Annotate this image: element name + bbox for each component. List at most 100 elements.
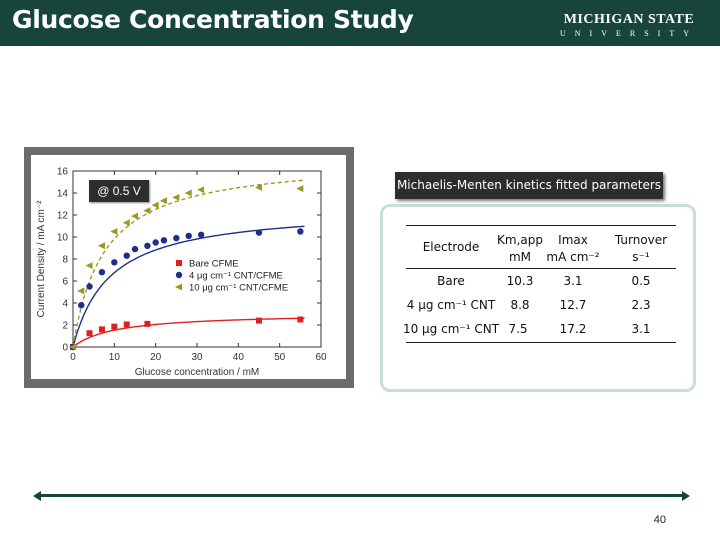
data-point-s0 — [98, 326, 105, 333]
row-cnt4-km: 8.8 — [510, 298, 530, 312]
data-point-s2 — [122, 219, 130, 227]
data-point-s1 — [123, 252, 130, 259]
x-tick-label: 10 — [109, 352, 121, 363]
x-tick-label: 60 — [315, 352, 327, 363]
y-tick-label: 14 — [57, 189, 69, 200]
y-tick-label: 12 — [57, 211, 69, 222]
data-point-s0 — [256, 317, 262, 324]
table-top-rule — [406, 225, 676, 226]
row-cnt10-km: 7.5 — [508, 322, 528, 336]
data-point-s2 — [184, 189, 192, 197]
header-turnover-unit: s⁻¹ — [632, 250, 650, 264]
row-cnt4-turnover: 2.3 — [631, 298, 651, 312]
x-tick-label: 20 — [150, 352, 162, 363]
y-tick-label: 0 — [62, 343, 68, 354]
data-point-s1 — [78, 302, 85, 309]
header-km: Km,app — [497, 233, 543, 247]
logo-line-2: UNIVERSITY — [560, 29, 698, 38]
msu-logo: MICHIGAN STATE UNIVERSITY — [560, 12, 698, 38]
data-point-s2 — [131, 212, 138, 220]
row-bare-turnover: 0.5 — [631, 274, 651, 288]
data-point-s2 — [159, 197, 167, 205]
data-point-s0 — [86, 330, 93, 337]
footer-arrow-right — [682, 491, 690, 501]
chart-panel: 0 10 20 30 40 50 60 0 2 4 6 8 10 12 14 16 Glucose concen… — [31, 155, 346, 379]
row-cnt10-turnover: 3.1 — [631, 322, 651, 336]
y-tick-label: 10 — [57, 233, 69, 244]
fit-curve-1 — [72, 225, 305, 348]
data-point-s1 — [297, 228, 304, 235]
header-bar: Glucose Concentration Study MICHIGAN STA… — [0, 0, 720, 46]
row-bare-imax: 3.1 — [563, 274, 583, 288]
data-point-s1 — [111, 259, 118, 266]
header-km-unit: mM — [508, 250, 532, 264]
data-point-s2 — [85, 262, 93, 270]
kinetics-table-box — [380, 204, 696, 392]
row-bare-km: 10.3 — [506, 274, 534, 288]
x-tick-label: 40 — [233, 352, 245, 363]
data-point-s0 — [123, 321, 130, 328]
row-cnt4-electrode: 4 μg cm⁻¹ CNT — [406, 298, 496, 312]
x-tick-label: 0 — [70, 352, 76, 363]
data-point-s1 — [160, 237, 168, 244]
fit-curve-2 — [72, 179, 305, 348]
data-point-s1 — [197, 231, 205, 238]
logo-line-1: MICHIGAN STATE — [563, 12, 695, 27]
footer-rule — [38, 494, 684, 497]
data-point-s1 — [173, 234, 180, 242]
legend-marker-1 — [175, 271, 183, 279]
data-point-s1 — [98, 269, 106, 276]
chart-frame: 0 10 20 30 40 50 60 0 2 4 6 8 10 12 14 16 Glucose concen… — [24, 147, 354, 388]
y-tick-label: 6 — [62, 277, 68, 288]
data-point-s2 — [110, 228, 118, 235]
row-cnt10-imax: 17.2 — [559, 322, 587, 336]
data-point-s2 — [255, 184, 262, 191]
table-header-rule — [406, 268, 676, 269]
page-title: Glucose Concentration Study — [12, 5, 414, 34]
legend-label-2: 10 μg cm⁻¹ CNT/CFME — [189, 283, 288, 294]
data-point-s0 — [111, 323, 118, 330]
data-point-s2 — [197, 186, 205, 194]
row-cnt4-imax: 12.7 — [559, 298, 587, 312]
data-point-s1 — [185, 232, 192, 240]
legend-marker-2 — [175, 283, 182, 291]
data-point-s1 — [131, 245, 139, 253]
header-imax-unit: mA cm⁻² — [546, 250, 600, 264]
legend-label-1: 4 μg cm⁻¹ CNT/CFME — [189, 271, 283, 282]
x-axis-label: Glucose concentration / mM — [135, 367, 260, 378]
y-tick-label: 2 — [62, 321, 68, 332]
fit-curve-0 — [72, 317, 305, 348]
row-bare-electrode: Bare — [437, 274, 465, 288]
data-point-s1 — [86, 283, 93, 290]
legend-marker-0 — [176, 260, 182, 266]
header-turnover: Turnover — [614, 233, 668, 247]
data-point-s2 — [172, 193, 180, 201]
x-tick-label: 50 — [274, 352, 286, 363]
header-imax: Imax — [558, 233, 588, 247]
data-point-s2 — [77, 287, 85, 295]
data-point-s2 — [97, 242, 105, 250]
row-cnt10-electrode: 10 μg cm⁻¹ CNT — [402, 322, 500, 336]
data-point-s2 — [69, 343, 76, 351]
x-tick-label: 30 — [191, 352, 203, 363]
y-tick-label: 16 — [57, 167, 69, 178]
footer-arrow-left — [33, 491, 41, 501]
kinetics-table-title: Michaelis-Menten kinetics fitted paramet… — [395, 172, 663, 199]
table-bottom-rule — [406, 342, 676, 343]
legend-label-0: Bare CFME — [189, 259, 239, 270]
voltage-label: @ 0.5 V — [89, 180, 149, 202]
data-point-s2 — [143, 207, 151, 215]
data-point-s0 — [297, 316, 304, 323]
y-tick-label: 8 — [62, 255, 68, 266]
data-point-s1 — [255, 229, 263, 236]
glucose-chart: 0 10 20 30 40 50 60 0 2 4 6 8 10 12 14 16 Glucose concen… — [36, 167, 327, 379]
y-axis-label: Current Density / mA cm⁻² — [36, 200, 47, 318]
data-point-s2 — [296, 185, 304, 193]
page-number: 40 — [653, 514, 666, 526]
header-electrode: Electrode — [422, 240, 480, 254]
data-point-s2 — [151, 201, 159, 209]
data-point-s0 — [144, 320, 151, 327]
data-point-s1 — [152, 239, 159, 246]
data-point-s1 — [144, 242, 151, 249]
y-tick-label: 4 — [62, 299, 68, 310]
